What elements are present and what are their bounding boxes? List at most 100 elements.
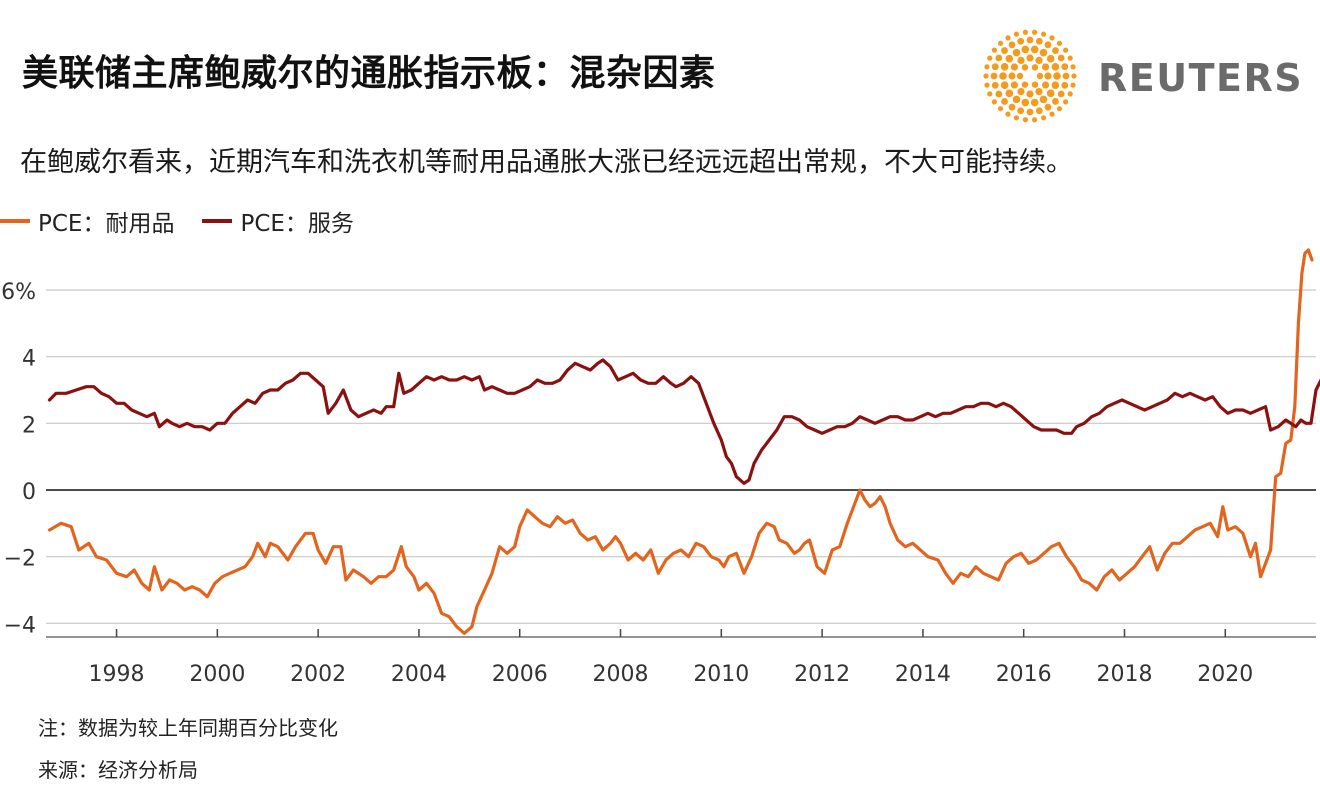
chart-legend: PCE：耐用品 PCE：服务: [0, 203, 382, 239]
logo-dot: [1041, 63, 1050, 71]
logo-dot: [1026, 36, 1034, 44]
logo-dot: [1061, 63, 1069, 71]
logo-dot: [1005, 35, 1011, 41]
x-tick-label: 2018: [1096, 662, 1152, 687]
logo-dot: [1057, 90, 1065, 98]
logo-dot: [1022, 29, 1029, 35]
logo-dot: [1010, 63, 1019, 71]
logo-dot: [1062, 47, 1069, 53]
logo-dot: [995, 54, 1003, 62]
logo-dot: [1035, 107, 1043, 115]
logo-dot: [1070, 64, 1076, 70]
logo-dot: [1008, 103, 1016, 111]
footnote: 注：数据为较上年同期百分比变化: [38, 716, 338, 740]
logo-dot: [1046, 89, 1055, 98]
legend-label-services: PCE：服务: [240, 211, 354, 237]
legend-label-durables: PCE：耐用品: [38, 211, 175, 237]
logo-dot: [1070, 82, 1076, 88]
logo-dot: [997, 106, 1004, 112]
logo-dot: [1026, 54, 1034, 62]
logo-dot: [991, 81, 999, 89]
logo-dot: [1051, 62, 1060, 71]
logo-dot: [1044, 103, 1052, 111]
logo-dot: [1049, 111, 1055, 117]
logo-dot: [1013, 31, 1020, 37]
logo-dot: [1039, 95, 1048, 104]
logo-dot: [1062, 99, 1069, 105]
logo-dot: [1000, 81, 1009, 90]
logo-dot: [1008, 41, 1016, 49]
logo-dot: [1071, 73, 1077, 79]
legend-swatch-durables: [0, 219, 30, 223]
x-tick-label: 2014: [895, 662, 951, 687]
logo-dot: [1016, 72, 1024, 80]
logo-dot: [997, 40, 1004, 46]
reuters-dots-icon: [983, 29, 1077, 123]
logo-dot: [1044, 41, 1052, 49]
logo-dot: [1031, 29, 1038, 35]
source-note: 来源：经济分析局: [38, 758, 198, 782]
logo-dot: [1017, 56, 1025, 65]
logo-dot: [1051, 81, 1060, 90]
logo-dot: [991, 63, 999, 71]
logo-dot: [1036, 72, 1044, 80]
logo-dot: [1052, 98, 1059, 105]
logo-dot: [1005, 89, 1014, 98]
y-tick-label: 0: [22, 480, 36, 505]
logo-dot: [1067, 91, 1073, 97]
y-tick-label: −4: [4, 613, 36, 638]
logo-dot: [1030, 98, 1039, 107]
logo-dot: [987, 55, 993, 61]
logo-dot: [1035, 56, 1043, 65]
reuters-logo: REUTERS: [980, 28, 1302, 124]
logo-dot: [1030, 45, 1039, 54]
logo-dot: [984, 82, 990, 88]
logo-dot: [1040, 31, 1047, 37]
logo-dot: [1057, 54, 1065, 62]
logo-dot: [1031, 81, 1039, 88]
x-tick-label: 2016: [996, 662, 1052, 687]
logo-dot: [1017, 37, 1025, 45]
x-tick-label: 1998: [89, 662, 145, 687]
logo-dot: [991, 47, 998, 53]
logo-dot: [1061, 81, 1069, 89]
series-line-durables: [47, 248, 1314, 635]
x-tick-label: 2002: [290, 662, 346, 687]
logo-dot: [1005, 54, 1014, 63]
logo-dot: [1035, 87, 1043, 96]
chart-subtitle: 在鲍威尔看来，近期汽车和洗衣机等耐用品通胀大涨已经远远超出常规，不大可能持续。: [20, 147, 1073, 178]
logo-dot: [1012, 48, 1021, 57]
logo-dot: [1056, 106, 1063, 112]
logo-dot: [1008, 72, 1016, 80]
y-tick-label: 4: [22, 347, 36, 372]
logo-dot: [1062, 72, 1070, 80]
logo-dot: [995, 90, 1003, 98]
logo-dot: [1035, 37, 1043, 45]
x-tick-label: 2012: [794, 662, 850, 687]
line-chart: −4 −2 0 2 4 6% 1998 2000 2002 2004 2006 2008 2010 201…: [1, 248, 1320, 687]
logo-dot: [991, 99, 998, 105]
logo-dot: [1053, 72, 1061, 80]
logo-dot: [1000, 62, 1009, 71]
logo-dot: [1046, 54, 1055, 63]
logo-dot: [1005, 111, 1011, 117]
logo-dot: [1017, 87, 1025, 96]
logo-dot: [1021, 64, 1029, 71]
x-tick-label: 2010: [693, 662, 749, 687]
series-line-services: [47, 358, 1320, 485]
x-tick-label: 2008: [593, 662, 649, 687]
logo-dot: [1052, 47, 1059, 54]
logo-dot: [1010, 81, 1019, 89]
logo-dot: [999, 72, 1007, 80]
logo-dot: [990, 72, 998, 80]
x-tick-label: 2006: [492, 662, 548, 687]
legend-item-services: PCE：服务: [202, 204, 354, 238]
logo-dot: [1031, 117, 1038, 123]
logo-dot: [1021, 45, 1030, 54]
x-tick-label: 2020: [1197, 662, 1253, 687]
y-tick-label: 6%: [1, 280, 36, 305]
x-tick-label: 2004: [391, 662, 447, 687]
logo-dot: [984, 64, 990, 70]
logo-dot: [1013, 115, 1020, 121]
logo-dot: [1021, 81, 1029, 88]
